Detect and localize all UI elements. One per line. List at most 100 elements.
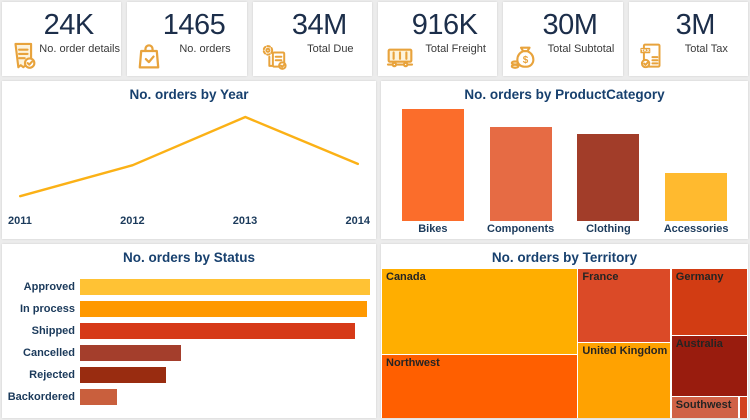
year-tick-2013: 2013 [232,215,258,227]
kpi-value: 34M [291,9,347,41]
treemap-tile-united-kingdom[interactable]: United Kingdom [578,342,671,418]
status-chart-panel: No. orders by Status Approved In process S… [2,244,376,418]
bar-column-components [477,107,565,221]
status-row-cancelled: Cancelled [4,342,370,364]
kpi-card-total-due: 34M Total Due [252,2,372,76]
bar-bikes[interactable] [401,109,464,221]
kpi-value: 3M [675,9,716,41]
category-label-accessories: Accessories [663,223,729,235]
money-bag-icon: $ [508,39,542,73]
year-tick-2014: 2014 [345,215,370,227]
year-tick-2011: 2011 [8,215,32,227]
status-bar-approved[interactable] [80,279,370,295]
kpi-card-no-order-details: 24K No. order details [2,2,122,76]
freight-wagon-icon [383,39,417,73]
treemap-label-southwest: Southwest [675,398,732,411]
territory-treemap: Canada Northwest France United Kingdom Germa… [382,269,747,418]
line-chart-plot[interactable] [4,107,374,215]
category-chart-title: No. orders by ProductCategory [464,87,665,102]
bottom-row: No. orders by Status Approved In process S… [2,244,748,418]
kpi-card-total-tax: TAX 3M Total Tax [628,2,748,76]
status-track [80,345,370,361]
status-bar-cancelled[interactable] [80,345,181,361]
status-label-shipped: Shipped [31,325,75,337]
status-track [80,279,370,295]
status-row-backordered: Backordered [4,386,370,408]
status-bar-shipped[interactable] [80,323,355,339]
line-chart-panel: No. orders by Year 2011 2012 2013 2014 [2,81,376,239]
gear-document-icon [258,39,292,73]
treemap-label-united-kingdom: United Kingdom [582,344,668,357]
status-label-cancelled: Cancelled [23,347,75,359]
kpi-label: No. orders [179,43,231,55]
treemap-tile-northwest[interactable]: Northwest [382,355,577,418]
shopping-bag-check-icon [132,39,166,73]
bar-column-bikes [389,107,477,221]
treemap-tile-blank[interactable] [739,396,747,418]
category-bar-plot [389,107,740,221]
tax-document-icon: TAX [634,39,668,73]
kpi-card-total-subtotal: $30M Total Subtotal [503,2,623,76]
kpi-label: Total Subtotal [547,43,615,55]
kpi-value: 24K [43,9,95,41]
kpi-value: 1465 [162,9,226,41]
treemap-panel: No. orders by Territory Canada Northwest F… [381,244,748,418]
status-label-approved: Approved [23,281,75,293]
treemap-label-germany: Germany [675,271,724,283]
status-track [80,389,370,405]
status-row-in-process: In process [4,298,370,320]
status-label-rejected: Rejected [29,369,75,381]
status-row-shipped: Shipped [4,320,370,342]
bar-column-clothing [565,107,653,221]
category-label-clothing: Clothing [586,223,631,235]
treemap-label-australia: Australia [675,338,723,351]
kpi-value: 30M [542,9,598,41]
status-label-in-process: In process [19,303,75,315]
kpi-label: Total Freight [425,43,486,55]
category-bar-chart-panel: No. orders by ProductCategory Bikes Compo… [381,81,748,239]
charts-row: No. orders by Year 2011 2012 2013 2014 No. … [2,81,748,239]
year-tick-2012: 2012 [120,215,145,227]
treemap-label-canada: Canada [386,271,426,283]
treemap-tile-canada[interactable]: Canada [382,269,577,355]
bar-column-accessories [652,107,740,221]
status-bar-backordered[interactable] [80,389,117,405]
category-label-bikes: Bikes [418,223,448,235]
bar-components[interactable] [489,127,552,221]
treemap-tile-australia[interactable]: Australia [671,336,747,396]
status-bar-in-process[interactable] [80,301,368,317]
treemap-tile-france[interactable]: France [578,269,671,342]
kpi-card-no-orders: 1465 No. orders [127,2,247,76]
status-track [80,323,370,339]
status-row-rejected: Rejected [4,364,370,386]
treemap-title: No. orders by Territory [491,250,638,265]
status-label-backordered: Backordered [7,391,75,403]
treemap-label-france: France [582,271,619,283]
category-label-components: Components [487,223,555,235]
status-bar-plot: Approved In process Shipped Cancelled Reject… [2,268,376,408]
status-row-approved: Approved [4,276,370,298]
icon-badge-text: TAX [641,48,650,53]
treemap-tile-southwest[interactable]: Southwest [671,396,739,418]
kpi-label: Total Tax [684,43,728,55]
icon-badge-text: $ [523,55,529,66]
status-bar-rejected[interactable] [80,367,166,383]
kpi-card-total-freight: 916K Total Freight [378,2,498,76]
status-chart-title: No. orders by Status [122,250,256,265]
line-chart-title: No. orders by Year [129,87,249,102]
bar-accessories[interactable] [665,173,728,221]
receipt-check-icon [7,39,41,73]
treemap-tile-germany[interactable]: Germany [671,269,747,336]
kpi-cards-row: 24K No. order details 1465 No. orders 34M T… [2,2,748,76]
bar-clothing[interactable] [577,134,640,221]
status-track [80,367,370,383]
kpi-value: 916K [411,9,478,41]
status-track [80,301,370,317]
line-chart-x-axis: 2011 2012 2013 2014 [2,215,376,227]
category-x-axis: Bikes Components Clothing Accessories [389,223,740,235]
kpi-label: Total Due [307,43,354,55]
treemap-label-northwest: Northwest [386,357,440,370]
kpi-label: No. order details [39,43,121,55]
orders-by-year-line [18,115,360,198]
